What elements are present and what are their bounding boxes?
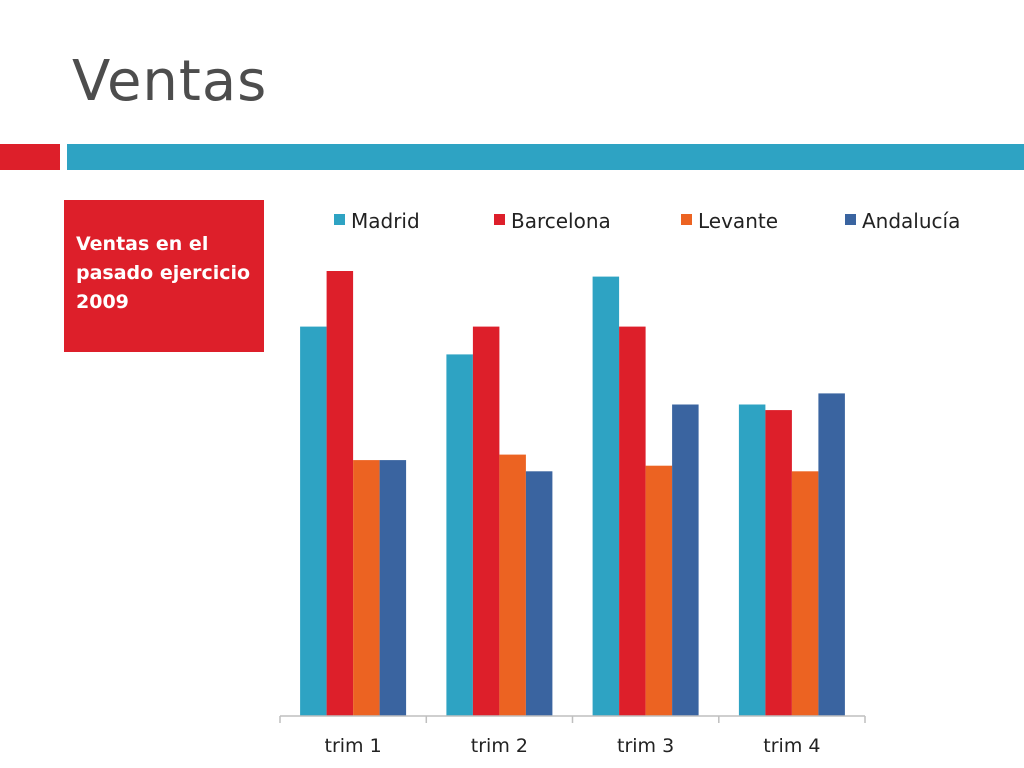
x-tick-label: trim 4 — [763, 735, 820, 757]
bar-barcelona-4 — [765, 410, 792, 716]
legend-swatch — [681, 214, 692, 225]
bar-andaluc-a-4 — [818, 393, 845, 716]
x-tick-label: trim 1 — [325, 735, 382, 757]
bar-barcelona-1 — [326, 271, 354, 716]
legend-swatch — [494, 214, 505, 225]
legend-swatch — [334, 214, 345, 225]
accent-bar-red — [0, 144, 60, 170]
legend-label: Madrid — [351, 209, 420, 233]
bar-madrid-4 — [738, 404, 766, 716]
bar-madrid-3 — [592, 276, 620, 716]
bar-madrid-1 — [300, 326, 327, 716]
bar-andaluc-a-2 — [525, 471, 553, 717]
x-axis: trim 1 trim 2 trim 3 trim 4 — [279, 715, 866, 757]
bar-levante-4 — [791, 471, 819, 717]
bar-levante-1 — [353, 460, 380, 716]
bar-levante-2 — [499, 454, 526, 716]
x-tick-label: trim 3 — [617, 735, 674, 757]
slide-title: Ventas — [72, 49, 268, 114]
legend-label: Andalucía — [862, 209, 960, 233]
caption-text: Ventas en el pasado ejercicio 2009 — [76, 233, 251, 313]
bar-barcelona-3 — [619, 326, 646, 716]
legend-label: Levante — [698, 209, 778, 233]
bar-levante-3 — [645, 465, 673, 716]
chart-bars — [300, 271, 845, 717]
bar-andaluc-a-1 — [379, 460, 407, 716]
chart-legend: Madrid Barcelona Levante Andalucía — [334, 209, 960, 233]
legend-label: Barcelona — [511, 209, 611, 233]
caption-box: Ventas en el pasado ejercicio 2009 — [64, 200, 264, 352]
bar-madrid-2 — [446, 354, 473, 716]
legend-swatch — [845, 214, 856, 225]
x-tick-label: trim 2 — [471, 735, 528, 757]
bar-barcelona-2 — [472, 326, 500, 716]
bar-andaluc-a-3 — [672, 404, 699, 716]
accent-bar-teal — [67, 144, 1024, 170]
